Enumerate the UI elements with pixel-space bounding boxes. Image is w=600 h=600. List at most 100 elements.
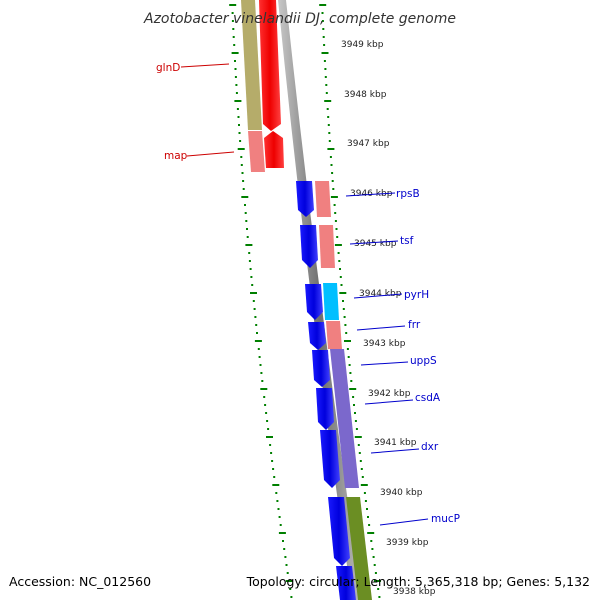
tick-mark bbox=[360, 484, 368, 486]
kbp-label: 3941 kbp bbox=[374, 438, 417, 448]
tick-mark bbox=[354, 420, 357, 422]
tick-mark bbox=[342, 308, 345, 310]
tick-mark bbox=[359, 460, 362, 462]
gene-label-frr: frr bbox=[408, 319, 421, 331]
left-tick-arc bbox=[229, 4, 293, 598]
gene-arrow-frr bbox=[308, 322, 326, 350]
tick-mark bbox=[360, 468, 363, 470]
tick-mark bbox=[357, 444, 360, 446]
tick-mark bbox=[242, 188, 245, 190]
leader-line-frr bbox=[356, 325, 406, 331]
tick-mark bbox=[266, 436, 273, 438]
tick-mark bbox=[276, 500, 279, 502]
tick-mark bbox=[241, 172, 244, 174]
tick-mark bbox=[355, 428, 358, 430]
tick-mark bbox=[334, 220, 337, 222]
tick-mark bbox=[234, 68, 237, 70]
kbp-label: 3949 kbp bbox=[341, 40, 384, 50]
kbp-label: 3939 kbp bbox=[386, 538, 429, 548]
tick-mark bbox=[244, 212, 247, 214]
gene-arrow-pyrH bbox=[305, 284, 323, 320]
tick-mark bbox=[328, 132, 331, 134]
tick-mark bbox=[237, 116, 240, 118]
tick-mark bbox=[354, 436, 362, 438]
kbp-label: 3945 kbp bbox=[354, 239, 397, 249]
tick-mark bbox=[324, 68, 327, 70]
tick-mark bbox=[233, 44, 236, 46]
tick-mark bbox=[342, 300, 344, 302]
tick-mark bbox=[242, 180, 245, 182]
reverse-strand-genes bbox=[259, 0, 284, 168]
tick-mark bbox=[239, 140, 242, 142]
tick-mark bbox=[266, 420, 269, 422]
forward-strand-genes bbox=[296, 181, 356, 600]
tick-mark bbox=[339, 268, 341, 270]
tick-mark bbox=[289, 588, 292, 590]
tick-mark bbox=[327, 116, 330, 118]
tick-mark bbox=[271, 460, 274, 462]
tick-mark bbox=[373, 564, 376, 566]
tick-mark bbox=[265, 412, 268, 414]
tick-mark bbox=[363, 492, 366, 494]
tick-mark bbox=[326, 108, 329, 110]
gene-label-map: map bbox=[164, 150, 188, 162]
tick-mark bbox=[323, 60, 326, 62]
tick-mark bbox=[368, 524, 371, 526]
tick-mark bbox=[246, 236, 249, 238]
gene-arrow-map bbox=[264, 131, 284, 168]
gene-labels: glnD map rpsB tsf pyrH frr uppS csdA dxr… bbox=[156, 62, 460, 526]
tick-mark bbox=[329, 156, 332, 158]
tick-mark bbox=[361, 476, 364, 478]
tick-mark bbox=[321, 20, 324, 22]
tick-mark bbox=[270, 452, 273, 454]
leader-line-glnD bbox=[180, 63, 230, 68]
gene-label-dxr: dxr bbox=[421, 441, 439, 453]
tick-mark bbox=[249, 268, 252, 270]
cog-block-frr bbox=[326, 321, 342, 349]
tick-mark bbox=[263, 396, 266, 398]
tick-mark bbox=[370, 540, 373, 542]
right-tick-arc bbox=[319, 4, 381, 598]
gene-label-rpsB: rpsB bbox=[396, 188, 420, 200]
gene-label-mucP: mucP bbox=[431, 513, 460, 525]
accession-text: Accession: NC_012560 bbox=[9, 574, 151, 589]
kbp-label: 3942 kbp bbox=[368, 389, 411, 399]
tick-mark bbox=[240, 164, 243, 166]
kbp-label: 3938 kbp bbox=[393, 587, 436, 597]
cog-block-tsf bbox=[319, 225, 335, 268]
tick-mark bbox=[333, 204, 336, 206]
tick-mark bbox=[275, 492, 278, 494]
gene-arrow-uppS bbox=[312, 350, 330, 387]
leader-line-pyrH bbox=[353, 293, 403, 299]
tick-mark bbox=[232, 28, 235, 30]
tick-mark bbox=[229, 4, 237, 6]
kbp-label: 3944 kbp bbox=[359, 289, 402, 299]
tick-mark bbox=[321, 52, 329, 54]
tick-mark bbox=[334, 212, 337, 214]
cog-ring-reverse bbox=[241, 0, 265, 172]
gene-arrow-mucP bbox=[328, 497, 350, 566]
tick-mark bbox=[282, 540, 284, 542]
tick-mark bbox=[377, 588, 380, 590]
tick-mark bbox=[358, 452, 361, 454]
tick-mark bbox=[327, 148, 335, 150]
tick-mark bbox=[250, 276, 253, 278]
tick-mark bbox=[244, 204, 246, 206]
tick-mark bbox=[345, 332, 348, 334]
tick-mark bbox=[321, 12, 324, 14]
tick-mark bbox=[340, 284, 343, 286]
gene-arrow-dxr bbox=[320, 430, 340, 488]
tick-mark bbox=[284, 556, 287, 558]
tick-mark bbox=[290, 596, 293, 598]
tick-mark bbox=[260, 388, 268, 390]
tick-mark bbox=[261, 380, 264, 382]
gene-arrow-csdA bbox=[316, 388, 334, 430]
tick-mark bbox=[325, 84, 328, 86]
leader-line-uppS bbox=[360, 361, 409, 366]
tick-mark bbox=[332, 188, 335, 190]
tick-mark bbox=[339, 276, 342, 278]
tick-mark bbox=[241, 196, 249, 198]
cog-block-pyrH bbox=[323, 283, 339, 320]
cog-block-mucP bbox=[346, 497, 372, 600]
tick-mark bbox=[335, 228, 338, 230]
